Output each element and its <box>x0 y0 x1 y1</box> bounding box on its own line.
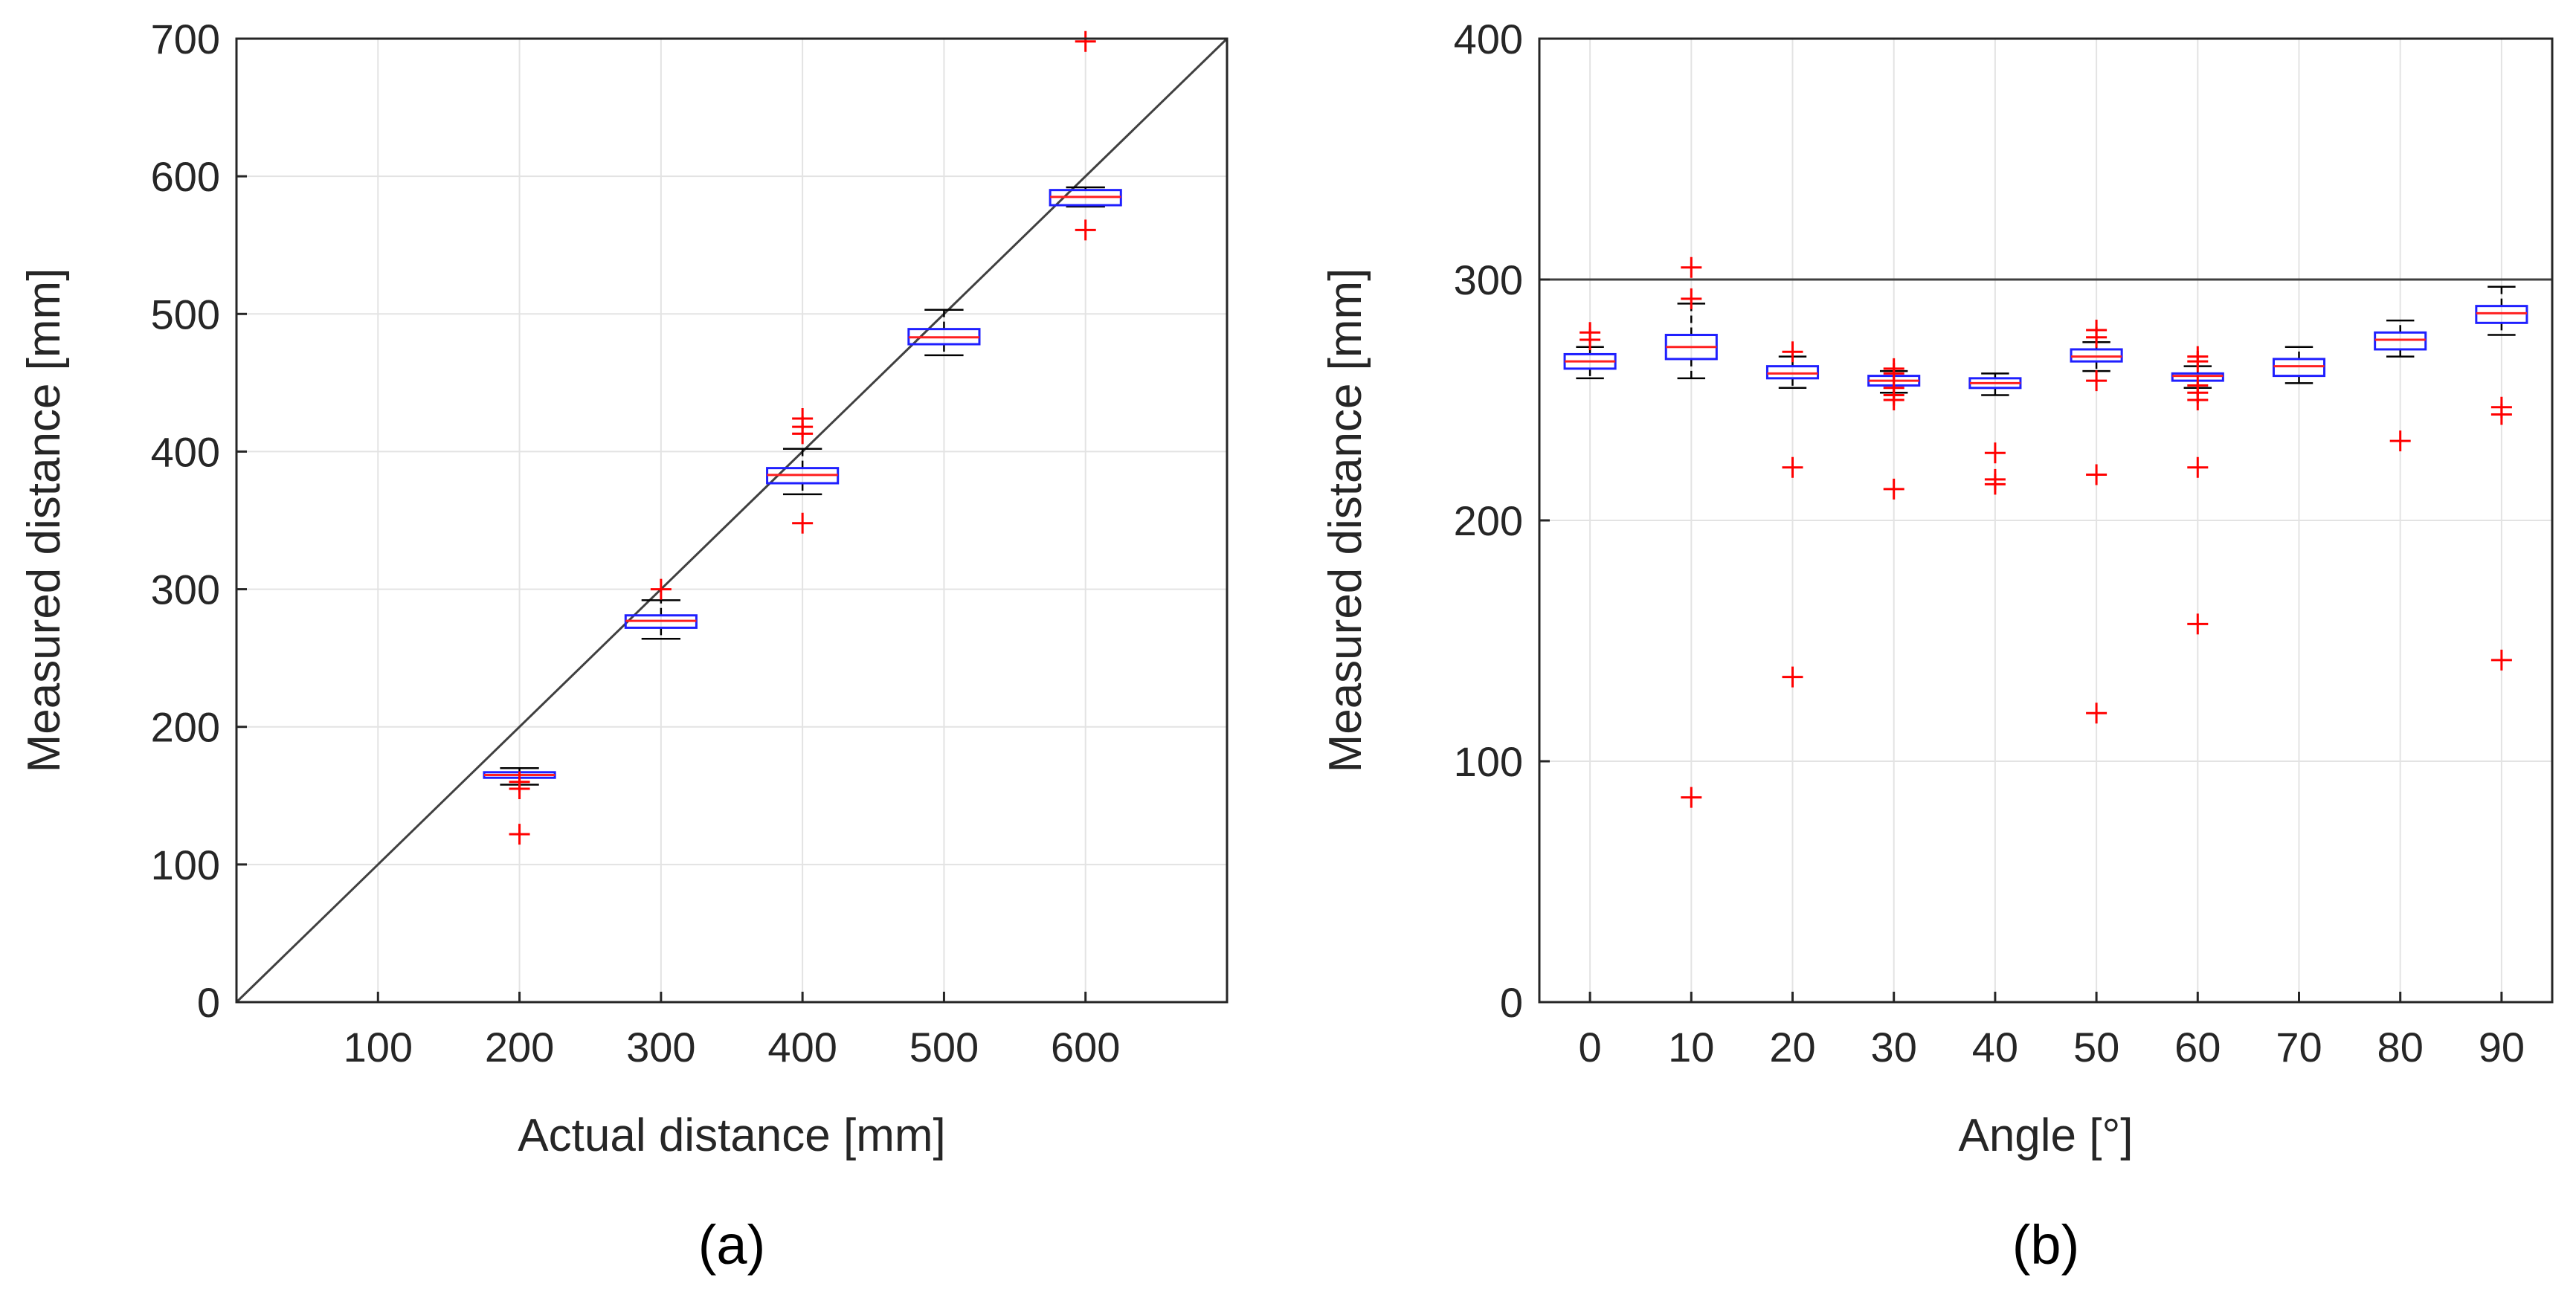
x-axis-title: Actual distance [mm] <box>518 1110 945 1161</box>
box-group <box>907 309 981 357</box>
outlier-marker <box>2086 320 2108 341</box>
box-group <box>766 407 840 534</box>
box-group <box>2475 285 2528 671</box>
outlier-marker <box>2187 375 2209 396</box>
y-tick-label: 400 <box>1454 16 1523 62</box>
box-group <box>1867 358 1921 500</box>
y-tick-label: 0 <box>197 979 220 1026</box>
box-group <box>1563 322 1617 380</box>
panel-label: (b) <box>2012 1214 2079 1276</box>
box-group <box>624 578 698 640</box>
outlier-marker <box>1580 322 1601 343</box>
box-group <box>1765 341 1820 688</box>
box-group <box>2272 346 2326 384</box>
box-group <box>2070 320 2123 724</box>
box <box>2272 358 2326 378</box>
x-tick-label: 500 <box>909 1024 979 1071</box>
box-group <box>1968 372 2022 495</box>
y-tick-label: 300 <box>151 566 220 613</box>
outlier-marker <box>650 578 672 600</box>
y-tick-label: 100 <box>1454 738 1523 785</box>
x-tick-label: 600 <box>1051 1024 1120 1071</box>
outlier-marker <box>2490 396 2512 418</box>
outlier-marker <box>1883 478 1904 500</box>
outlier-marker <box>1075 30 1096 52</box>
axes-frame <box>235 37 1229 1004</box>
outlier-marker <box>792 407 814 429</box>
box <box>2374 331 2427 351</box>
y-tick-label: 200 <box>1454 497 1523 544</box>
outlier-marker <box>1782 666 1803 688</box>
box <box>1765 365 1820 380</box>
box-group <box>2374 319 2427 452</box>
x-tick-label: 40 <box>1972 1024 2018 1071</box>
y-tick-label: 400 <box>151 428 220 475</box>
x-tick-label: 200 <box>485 1024 554 1071</box>
x-tick-label: 10 <box>1668 1024 1714 1071</box>
outlier-marker <box>2187 346 2209 367</box>
outlier-marker <box>2086 464 2108 485</box>
x-tick-label: 50 <box>2073 1024 2119 1071</box>
x-tick-label: 70 <box>2276 1024 2322 1071</box>
x-tick-label: 90 <box>2479 1024 2525 1071</box>
outlier-marker <box>1782 456 1803 478</box>
x-tick-label: 0 <box>1579 1024 1602 1071</box>
box-group <box>1664 256 1718 808</box>
box-group <box>483 767 556 845</box>
y-tick-label: 300 <box>1454 256 1523 303</box>
outlier-marker <box>1681 787 1702 808</box>
box-group <box>2171 346 2224 635</box>
panel-a-measured-vs-actual-distance: 100 200 300 400 500 600 0 100 200 300 400 500 600 700… <box>19 16 1229 1276</box>
reference-line <box>235 37 1229 1004</box>
outlier-marker <box>2187 613 2209 635</box>
x-tick-label: 300 <box>626 1024 695 1071</box>
y-tick-label: 600 <box>151 153 220 200</box>
outlier-marker <box>1075 219 1096 241</box>
outlier-marker <box>1883 358 1904 379</box>
y-tick-label: 200 <box>151 704 220 751</box>
x-tick-label: 60 <box>2174 1024 2221 1071</box>
outlier-marker <box>2086 370 2108 392</box>
x-tick-label: 400 <box>767 1024 837 1071</box>
outlier-marker <box>1681 256 1702 278</box>
y-axis-title: Measured distance [mm] <box>1320 268 1371 773</box>
outlier-marker <box>1782 341 1803 363</box>
outlier-marker <box>1984 468 2006 490</box>
x-axis-title: Angle [°] <box>1958 1110 2133 1161</box>
y-axis-title: Measured distance [mm] <box>19 268 70 773</box>
outlier-marker <box>509 824 530 845</box>
x-tick-label: 20 <box>1769 1024 1815 1071</box>
outlier-marker <box>2187 456 2209 478</box>
outlier-marker <box>509 771 530 792</box>
y-tick-label: 500 <box>151 291 220 338</box>
y-tick-label: 0 <box>1500 979 1523 1026</box>
panel-b-measured-distance-vs-angle: 0 10 20 30 40 50 60 70 80 90 0 100 200 300 400 Angle [°… <box>1320 16 2554 1276</box>
y-tick-label: 700 <box>151 16 220 62</box>
y-tick-label: 100 <box>151 842 220 888</box>
x-tick-label: 100 <box>344 1024 413 1071</box>
box <box>2475 305 2528 324</box>
x-tick-label: 80 <box>2377 1024 2424 1071</box>
outlier-marker <box>792 512 814 534</box>
x-tick-label: 30 <box>1871 1024 1917 1071</box>
outlier-marker <box>2389 430 2411 452</box>
outlier-marker <box>1681 288 1702 309</box>
box <box>2070 348 2123 363</box>
outlier-marker <box>2086 703 2108 724</box>
outlier-marker <box>2490 649 2512 671</box>
box-group <box>1049 30 1122 241</box>
panel-label: (a) <box>698 1214 765 1276</box>
outlier-marker <box>1984 442 2006 464</box>
